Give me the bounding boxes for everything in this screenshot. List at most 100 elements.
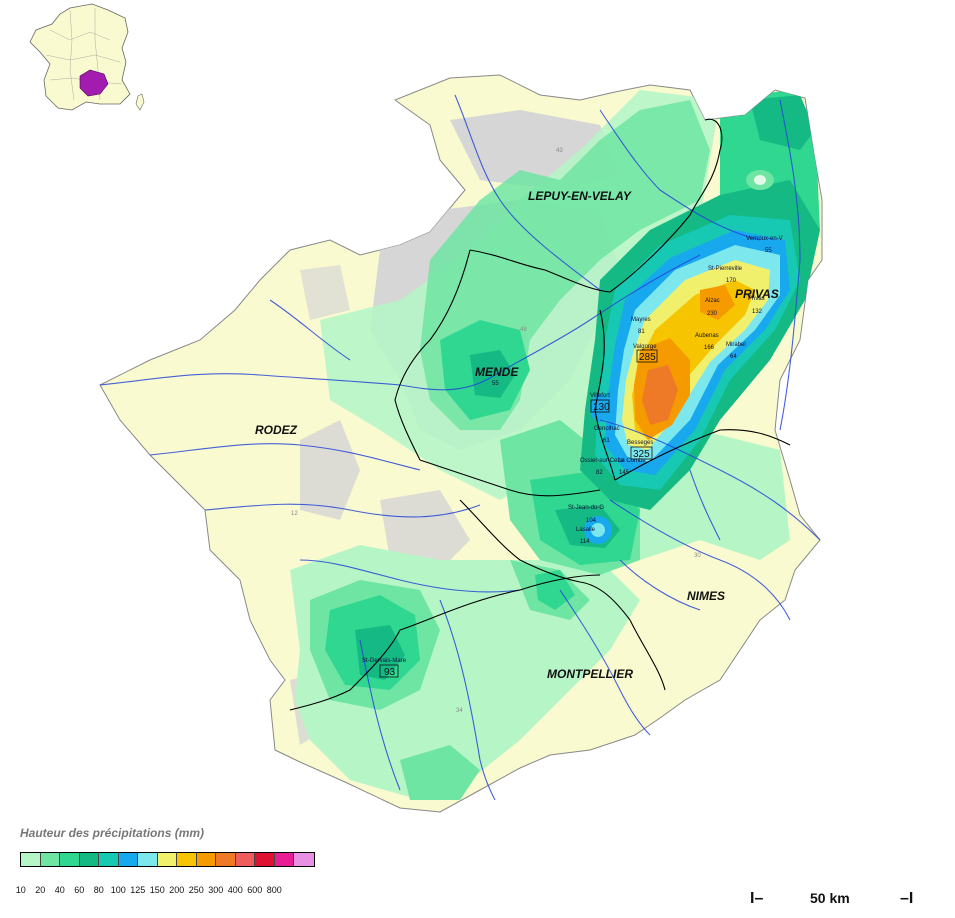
city-label-privas: PRIVAS	[735, 287, 779, 301]
station-name: Mayres	[631, 317, 651, 323]
station-name: Privas	[748, 296, 765, 302]
france-outline	[29, 3, 131, 111]
station-value: 170	[726, 278, 737, 284]
city-label-lepuy: LEPUY-EN-VELAY	[528, 189, 632, 203]
station-value: 166	[704, 345, 715, 351]
station-name: La Combe	[618, 458, 646, 464]
station-name: Valgorge	[633, 344, 657, 350]
reference-label: 30	[694, 553, 701, 559]
station-value: 145	[619, 470, 630, 476]
station-name: Ossier-sur-Ceze	[580, 458, 624, 464]
station-name: Mirabel	[726, 342, 746, 348]
legend-tick: 40	[54, 885, 65, 895]
scale-bar: I– 50 km –I	[750, 890, 920, 910]
station-name: St-Jean-du-G	[568, 505, 604, 511]
legend-tick: 20	[35, 885, 46, 895]
station-value: 285	[639, 352, 656, 363]
legend-tick: 150	[149, 885, 165, 895]
reference-label: 48	[520, 327, 527, 333]
station-name: Lasalle	[576, 527, 596, 533]
legend-title: Hauteur des précipitations (mm)	[20, 826, 205, 840]
rain-60-80	[470, 350, 515, 398]
reference-label: 12	[291, 511, 298, 517]
precipitation-layers	[290, 90, 820, 800]
no-data-area	[300, 265, 350, 320]
legend-swatch	[274, 853, 294, 866]
station-name: Genolhac	[594, 426, 620, 432]
legend-tick: 10	[15, 885, 26, 895]
station-name: Aubenas	[695, 333, 719, 339]
rivers	[99, 94, 821, 801]
legend-swatch	[40, 853, 60, 866]
station-value: 93	[384, 667, 396, 678]
legend-tick: 60	[74, 885, 85, 895]
station-value-box	[636, 349, 658, 363]
legend-tick: 400	[227, 885, 243, 895]
rain-cell	[590, 394, 610, 422]
station-value: 61	[603, 438, 610, 444]
legend-swatch	[99, 853, 119, 866]
station-value: 55	[492, 381, 499, 387]
station-value-box	[630, 446, 653, 460]
legend-swatch	[157, 853, 177, 866]
station-value: 132	[752, 309, 763, 315]
legend-tick: 300	[208, 885, 224, 895]
station-name: Villefort	[590, 393, 610, 399]
reference-label: 43	[556, 148, 563, 154]
station-value: 64	[730, 354, 737, 360]
station-name: Besseges	[627, 440, 653, 446]
rain-60-80	[355, 625, 405, 680]
legend-swatch	[79, 853, 99, 866]
station-name: Alzac	[705, 298, 720, 304]
legend-tick: 800	[266, 885, 282, 895]
scale-bar-right-end: –I	[900, 890, 914, 907]
station-labels: Vernoux-en-V 55 St-Pierreville 170 Alzac…	[362, 236, 783, 678]
station-value: 81	[638, 329, 645, 335]
inset-france-map	[29, 3, 145, 111]
station-value: 55	[765, 248, 772, 254]
station-value-box	[590, 399, 610, 413]
city-label-mende: MENDE	[475, 365, 519, 379]
department-borders	[289, 118, 791, 711]
city-label-rodez: RODEZ	[255, 423, 298, 437]
no-data-area	[300, 420, 360, 520]
station-value: 82	[596, 470, 603, 476]
rain-40-60	[535, 570, 575, 610]
station-value: 130	[593, 402, 610, 413]
scale-bar-label: 50 km	[810, 890, 850, 906]
station-value: 114	[580, 539, 590, 545]
station-name: St-Gervais-Mare	[362, 658, 407, 664]
station-value: 325	[633, 449, 650, 460]
rain-cell	[591, 523, 605, 537]
rain-300-400-core	[642, 365, 678, 425]
legend-swatch	[138, 853, 158, 866]
legend-tick: 200	[169, 885, 185, 895]
legend-swatch	[255, 853, 275, 866]
rain-cell	[754, 175, 766, 185]
legend-swatch	[294, 853, 314, 866]
legend-tick: 80	[93, 885, 104, 895]
legend-tick-labels: 10 20 40 60 80 100 125 150 200 250 300 400 600 800	[16, 885, 320, 899]
station-value: 230	[707, 311, 718, 317]
city-label-montpellier: MONTPELLIER	[547, 667, 633, 681]
scale-bar-left-end: I–	[750, 890, 764, 907]
legend-swatch	[235, 853, 255, 866]
station-value: 104	[586, 518, 597, 524]
station-value-box	[379, 664, 399, 678]
legend-tick: 600	[247, 885, 263, 895]
reference-label: 34	[456, 708, 463, 714]
corsica	[135, 93, 145, 111]
rain-250-300-alzac	[700, 285, 735, 320]
rain-20-40	[400, 745, 480, 800]
station-name: Vernoux-en-V	[746, 236, 783, 242]
station-name: St-Pierreville	[708, 266, 743, 272]
legend-swatch	[21, 853, 41, 866]
study-region	[79, 69, 109, 97]
legend-swatch	[60, 853, 80, 866]
legend-tick: 250	[188, 885, 204, 895]
legend-color-bar	[20, 852, 315, 867]
city-label-nimes: NIMES	[687, 589, 725, 603]
rain-60-80	[750, 95, 815, 150]
legend-tick: 100	[110, 885, 126, 895]
